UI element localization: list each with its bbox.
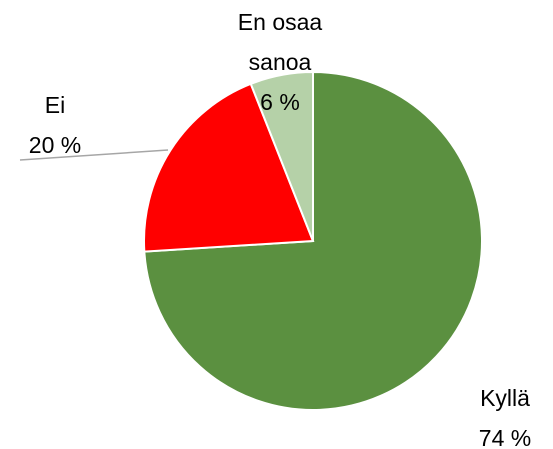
- data-label: En osaa sanoa 6 %: [215, 2, 345, 122]
- data-label: Kyllä 74 %: [450, 378, 553, 449]
- data-label: Ei 20 %: [5, 85, 105, 165]
- label-category: Kyllä: [480, 385, 530, 411]
- label-value: 20 %: [28, 132, 82, 158]
- pie-slice: [249, 70, 314, 242]
- label-category: En osaa sanoa: [237, 9, 323, 75]
- label-value: 6 %: [260, 89, 300, 115]
- label-value: 74 %: [478, 425, 532, 449]
- leader-line: [19, 149, 169, 161]
- label-category: Ei: [44, 92, 66, 118]
- pie-slice: [142, 82, 315, 253]
